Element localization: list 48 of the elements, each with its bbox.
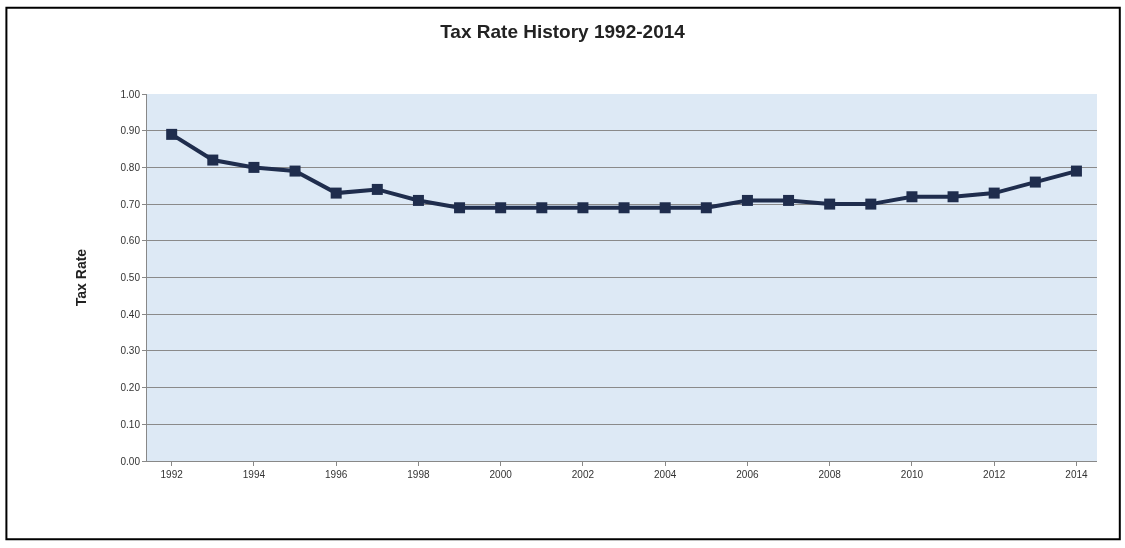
point <box>412 194 424 206</box>
x-tick-label: 2014 <box>1065 469 1088 480</box>
point <box>906 191 918 203</box>
point <box>700 202 712 214</box>
y-tick-label: 0.40 <box>120 308 141 320</box>
x-tick-label: 2004 <box>654 469 677 480</box>
point <box>289 165 301 177</box>
x-tick-label: 2012 <box>983 469 1006 480</box>
y-tick-label: 0.70 <box>120 198 141 210</box>
y-tick-label: 0.30 <box>120 345 141 357</box>
y-axis-title: Tax Rate <box>73 248 90 307</box>
point <box>495 202 507 214</box>
x-tick-label: 2010 <box>900 469 924 480</box>
point <box>659 202 671 214</box>
x-tick-label: 1998 <box>407 469 430 480</box>
y-tick-label: 1.00 <box>120 88 141 100</box>
point <box>618 202 630 214</box>
point <box>536 202 548 214</box>
y-tick-label: 0.20 <box>120 382 141 394</box>
point <box>371 183 383 195</box>
point <box>207 154 219 166</box>
point <box>1029 176 1041 188</box>
y-tick-label: 0.90 <box>120 125 141 137</box>
point <box>577 202 589 214</box>
y-tick-label: 0.60 <box>120 235 141 247</box>
x-tick-label: 2000 <box>489 469 513 480</box>
point <box>783 194 795 206</box>
point <box>1070 165 1082 177</box>
y-tick-label: 0.10 <box>120 418 141 430</box>
point <box>248 161 260 173</box>
x-tick-label: 2008 <box>818 469 842 480</box>
x-tick-label: 2002 <box>571 469 595 480</box>
point <box>330 187 342 199</box>
x-tick-label: 1996 <box>325 469 348 480</box>
point <box>988 187 1000 199</box>
x-tick-label: 2006 <box>736 469 759 480</box>
point <box>865 198 877 210</box>
chart-title: Tax Rate History 1992-2014 <box>440 20 686 42</box>
x-tick-label: 1992 <box>160 469 184 480</box>
point <box>454 202 466 214</box>
point <box>166 128 178 140</box>
point <box>741 194 753 206</box>
y-tick-label: 0.00 <box>120 455 141 467</box>
point <box>824 198 836 210</box>
point <box>947 191 959 203</box>
y-tick-label: 0.50 <box>120 272 141 283</box>
y-tick-label: 0.80 <box>120 161 141 173</box>
x-tick-label: 1994 <box>242 469 266 480</box>
